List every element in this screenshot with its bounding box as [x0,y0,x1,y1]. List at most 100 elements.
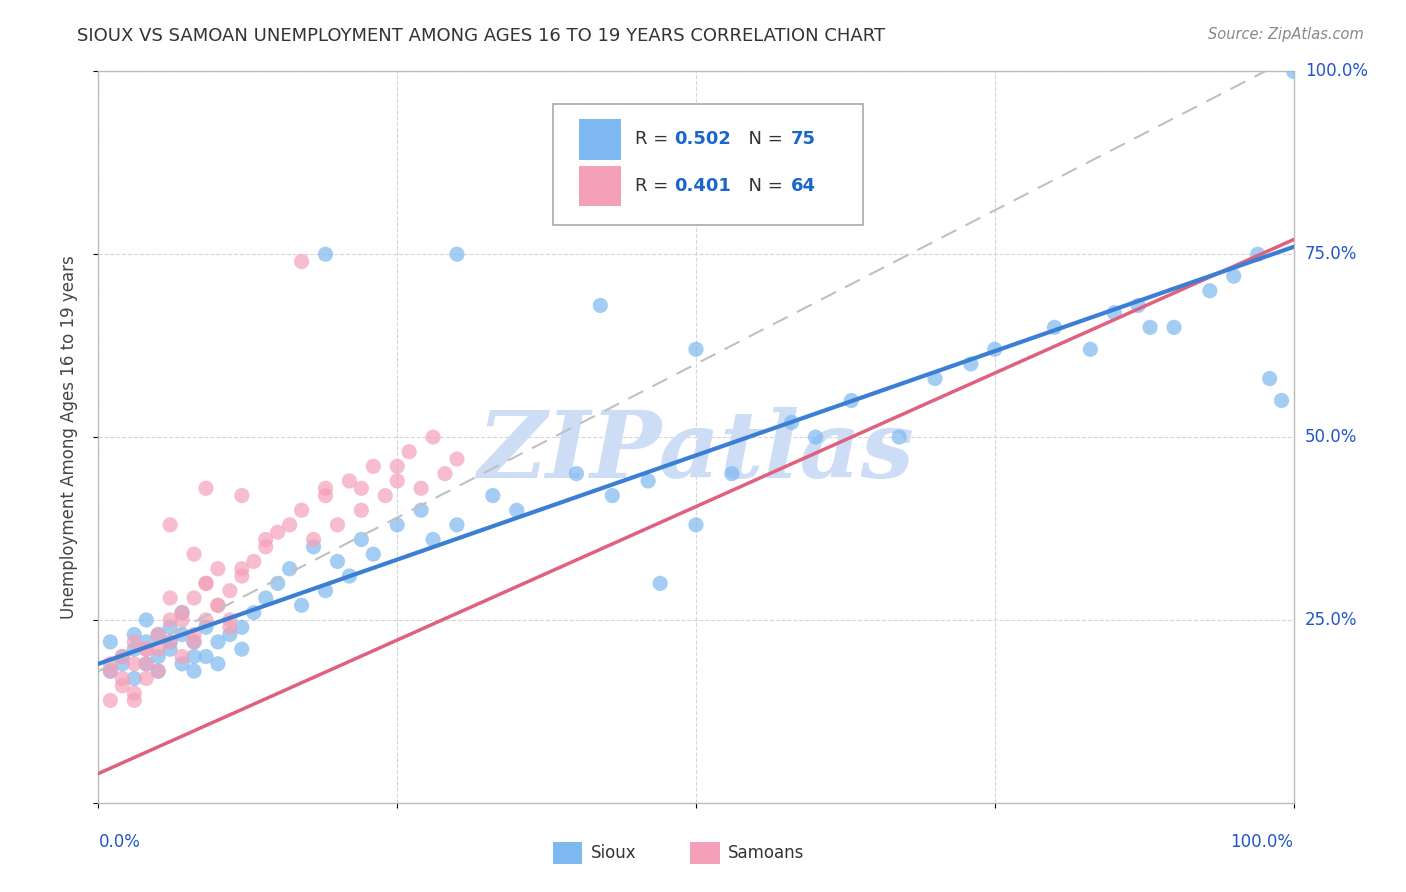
Point [172,627,194,641]
Text: 0.0%: 0.0% [98,833,141,851]
Point [148,664,170,678]
Text: 100.0%: 100.0% [1305,62,1368,80]
Text: 0.502: 0.502 [675,130,731,148]
Point [124,672,146,686]
Point [1128,298,1150,312]
Point [267,525,290,540]
Point [231,620,253,634]
Text: 100.0%: 100.0% [1230,833,1294,851]
Text: 0.401: 0.401 [675,177,731,194]
FancyBboxPatch shape [553,841,582,863]
Point [302,540,325,554]
Text: R =: R = [636,177,673,194]
Point [195,576,218,591]
Point [350,481,373,495]
Point [111,649,134,664]
Point [685,343,707,357]
Point [1271,393,1294,408]
Point [124,693,146,707]
Point [219,613,242,627]
Point [385,474,409,488]
Point [385,517,409,532]
Point [148,649,170,664]
Point [207,599,229,613]
Point [124,635,146,649]
Point [889,430,911,444]
Point [159,591,181,605]
Point [135,635,157,649]
Point [135,672,157,686]
FancyBboxPatch shape [690,841,720,863]
Point [984,343,1007,357]
Point [446,517,468,532]
Point [148,642,170,657]
Point [1043,320,1066,334]
Text: N =: N = [737,177,789,194]
Point [267,576,290,591]
Point [804,430,827,444]
Text: 64: 64 [790,177,815,194]
Point [172,613,194,627]
Point [363,459,385,474]
Point [111,649,134,664]
Point [159,635,181,649]
Point [350,533,373,547]
Point [422,430,444,444]
Point [446,452,468,467]
Point [278,562,301,576]
Point [411,503,433,517]
Point [315,247,337,261]
Point [326,554,349,568]
Point [291,503,314,517]
Point [135,642,157,657]
Text: SIOUX VS SAMOAN UNEMPLOYMENT AMONG AGES 16 TO 19 YEARS CORRELATION CHART: SIOUX VS SAMOAN UNEMPLOYMENT AMONG AGES … [77,27,886,45]
Point [231,642,253,657]
Text: R =: R = [636,130,673,148]
Point [1282,64,1305,78]
Point [589,298,612,312]
Point [207,562,229,576]
Point [207,657,229,671]
Point [135,657,157,671]
Point [98,664,122,678]
Point [1223,269,1246,284]
Point [111,657,134,671]
Point [422,533,444,547]
FancyBboxPatch shape [579,166,620,206]
Point [1199,284,1222,298]
Point [481,489,505,503]
Y-axis label: Unemployment Among Ages 16 to 19 years: Unemployment Among Ages 16 to 19 years [59,255,77,619]
Point [98,693,122,707]
Point [159,635,181,649]
Point [291,599,314,613]
Point [98,664,122,678]
Point [1163,320,1185,334]
Point [195,620,218,634]
Point [183,591,205,605]
Point [315,583,337,598]
Point [219,583,242,598]
Point [159,642,181,657]
Point [960,357,983,371]
Point [135,642,157,657]
Text: N =: N = [737,130,789,148]
Point [648,576,672,591]
Point [398,444,420,458]
Point [254,540,277,554]
Point [124,627,146,641]
Point [148,664,170,678]
Point [565,467,588,481]
Point [506,503,529,517]
Point [385,459,409,474]
Text: Sioux: Sioux [591,844,637,862]
Text: 75.0%: 75.0% [1305,245,1357,263]
Point [243,606,266,620]
Point [148,627,170,641]
Point [219,620,242,634]
Point [219,627,242,641]
Point [434,467,457,481]
Text: 75: 75 [790,130,815,148]
FancyBboxPatch shape [553,104,863,225]
Point [159,613,181,627]
Text: 50.0%: 50.0% [1305,428,1357,446]
